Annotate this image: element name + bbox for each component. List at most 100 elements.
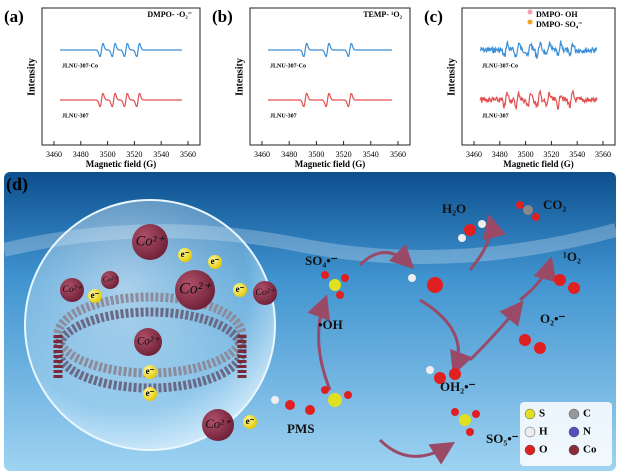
panel-label: (b) <box>212 7 233 26</box>
legend-text: DMPO- SO₄⁻ <box>536 20 582 29</box>
legend-atom-label: N <box>583 426 591 438</box>
spectrum <box>60 92 182 108</box>
electron-label: e⁻ <box>146 366 155 376</box>
x-axis-label: Magnetic field (G) <box>503 159 573 169</box>
x-tick-label: 3460 <box>46 150 62 159</box>
legend-atom-label: S <box>539 408 545 420</box>
x-tick-label: 3520 <box>126 150 142 159</box>
legend-atom <box>568 444 580 456</box>
molecules <box>271 201 580 436</box>
legend-text: DMPO- ·O₂⁻ <box>147 10 192 19</box>
electron-label: e⁻ <box>146 388 155 398</box>
species-label: SO₄•⁻ <box>305 253 338 268</box>
x-tick-label: 3500 <box>308 150 324 159</box>
cobalt-ion <box>60 278 84 302</box>
panel-label: (a) <box>4 7 24 26</box>
curve-label: JLNU-307 <box>270 113 297 119</box>
plot-frame <box>249 7 411 146</box>
electron-label: e⁻ <box>246 416 255 426</box>
electron <box>88 289 102 303</box>
x-axis-label: Magnetic field (G) <box>86 159 156 169</box>
legend-atom <box>524 426 536 438</box>
species-label: •OH <box>318 317 343 332</box>
x-tick-label: 3540 <box>363 150 379 159</box>
cobalt-ion <box>101 271 119 289</box>
species-label: ¹O₂ <box>563 249 581 264</box>
spectrum <box>268 92 392 108</box>
cobalt-ion <box>175 270 215 310</box>
species-label: OH₂•⁻ <box>440 379 476 394</box>
spectrum <box>268 42 392 58</box>
y-axis-label: Intensity <box>446 58 457 96</box>
ion-label: Co²⁺ <box>205 417 232 431</box>
legend-atom-label: C <box>583 408 591 420</box>
curve-label: JLNU-307 <box>482 113 509 119</box>
x-tick-label: 3480 <box>492 150 508 159</box>
curve-label: JLNU-307-Co <box>482 63 518 69</box>
x-tick-label: 3520 <box>543 150 559 159</box>
electron <box>208 255 222 269</box>
legend-text: TEMP- ¹O₂ <box>363 10 402 19</box>
ion-label: Co²⁺ <box>137 336 160 348</box>
x-tick-label: 3560 <box>390 150 406 159</box>
mechanism-scheme: (d)Co²⁺Co²⁺Co²⁺Co²⁺ Co²⁺Co²⁺Co²⁺e⁻e⁻e⁻e⁻e… <box>2 172 618 471</box>
electron-label: e⁻ <box>236 284 245 294</box>
electron <box>243 415 257 429</box>
cobalt-ion <box>134 328 162 356</box>
ion-label: Co²⁺ <box>179 281 212 298</box>
legend-atom <box>524 444 536 456</box>
cobalt-ion <box>132 224 168 260</box>
x-tick-label: 3480 <box>73 150 89 159</box>
legend-atom-label: Co <box>583 444 597 456</box>
x-tick-label: 3460 <box>254 150 270 159</box>
electron-label: e⁻ <box>211 256 220 266</box>
electron <box>178 248 192 262</box>
spectrum <box>60 42 182 58</box>
arrows <box>307 214 557 465</box>
spectra-row: (a) Intensity Magnetic field (G) 3460 3480 35… <box>4 7 616 169</box>
legend-atom-label: H <box>539 426 548 438</box>
species-label: SO₅•⁻ <box>486 431 519 446</box>
electron <box>143 387 157 401</box>
electron <box>233 283 247 297</box>
legend-text: DMPO- OH <box>536 10 578 19</box>
panel-label: (d) <box>6 174 28 195</box>
species-label: H₂O <box>442 201 466 216</box>
legend-atom-label: O <box>539 444 548 456</box>
x-tick-label: 3500 <box>518 150 534 159</box>
x-tick-label: 3460 <box>466 150 482 159</box>
electron <box>143 365 157 379</box>
x-tick-label: 3540 <box>569 150 585 159</box>
electron-label: e⁻ <box>91 290 100 300</box>
x-tick-label: 3480 <box>281 150 297 159</box>
curve-label: JLNU-307-Co <box>270 63 306 69</box>
legend-atom <box>568 408 580 420</box>
plot-frame <box>461 7 616 146</box>
species-label: PMS <box>287 421 314 436</box>
legend-marker <box>527 9 533 15</box>
x-tick-label: 3560 <box>595 150 611 159</box>
x-tick-label: 3560 <box>180 150 196 159</box>
x-tick-label: 3500 <box>100 150 116 159</box>
ion-label: Co²⁺ <box>136 233 166 249</box>
spectrum <box>479 40 598 59</box>
atom-legend-box <box>520 402 612 466</box>
legend-marker <box>527 19 533 25</box>
legend-atom <box>524 408 536 420</box>
cobalt-ion <box>253 281 277 305</box>
species-label: CO₂ <box>543 197 567 212</box>
ion-label: Co²⁺ <box>255 287 275 298</box>
species-label: O₂•⁻ <box>540 311 566 326</box>
x-tick-label: 3520 <box>336 150 352 159</box>
ion-label: Co²⁺ <box>62 284 82 295</box>
spectrum <box>479 88 598 111</box>
x-tick-label: 3540 <box>153 150 169 159</box>
y-axis-label: Intensity <box>26 58 37 96</box>
x-axis-label: Magnetic field (G) <box>295 159 365 169</box>
curve-label: JLNU-307-Co <box>62 63 98 69</box>
electron-label: e⁻ <box>181 249 190 259</box>
y-axis-label: Intensity <box>234 58 245 96</box>
curve-label: JLNU-307 <box>62 113 89 119</box>
panel-label: (c) <box>424 7 443 26</box>
